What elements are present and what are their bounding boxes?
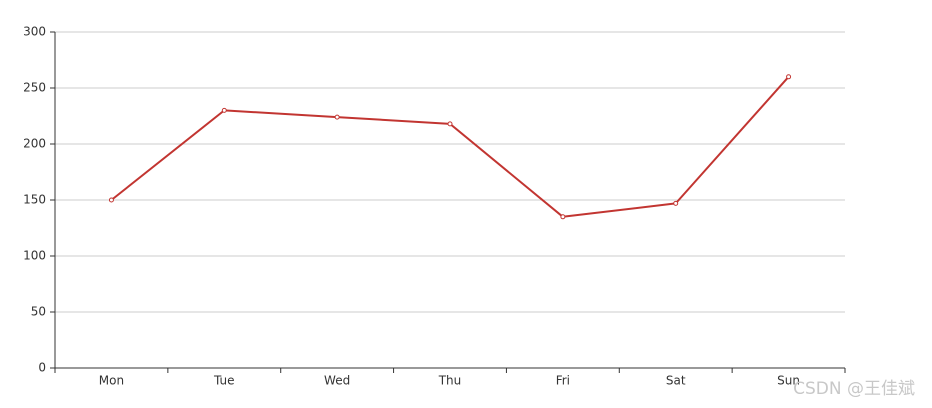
- data-point: [108, 197, 114, 203]
- y-tick-label: 250: [23, 81, 46, 95]
- data-point: [560, 214, 566, 220]
- series-line: [110, 76, 790, 218]
- data-point: [786, 74, 792, 80]
- data-point: [673, 200, 679, 206]
- y-tick-label: 300: [23, 25, 46, 39]
- x-tick-label: Fri: [556, 374, 570, 388]
- x-tick-label: Thu: [438, 374, 462, 388]
- x-tick-label: Sun: [777, 374, 800, 388]
- watermark: CSDN @王佳斌: [793, 379, 915, 399]
- x-tick-label: Mon: [99, 374, 124, 388]
- data-point: [221, 107, 227, 113]
- data-point: [334, 114, 340, 120]
- y-tick-label: 50: [31, 305, 46, 319]
- y-tick-label: 0: [38, 361, 46, 375]
- x-tick-label: Sat: [666, 374, 686, 388]
- x-tick-label: Wed: [324, 374, 350, 388]
- x-tick-label: Tue: [213, 374, 235, 388]
- data-point: [447, 121, 453, 127]
- y-tick-label: 150: [23, 193, 46, 207]
- y-tick-label: 100: [23, 249, 46, 263]
- y-tick-label: 200: [23, 137, 46, 151]
